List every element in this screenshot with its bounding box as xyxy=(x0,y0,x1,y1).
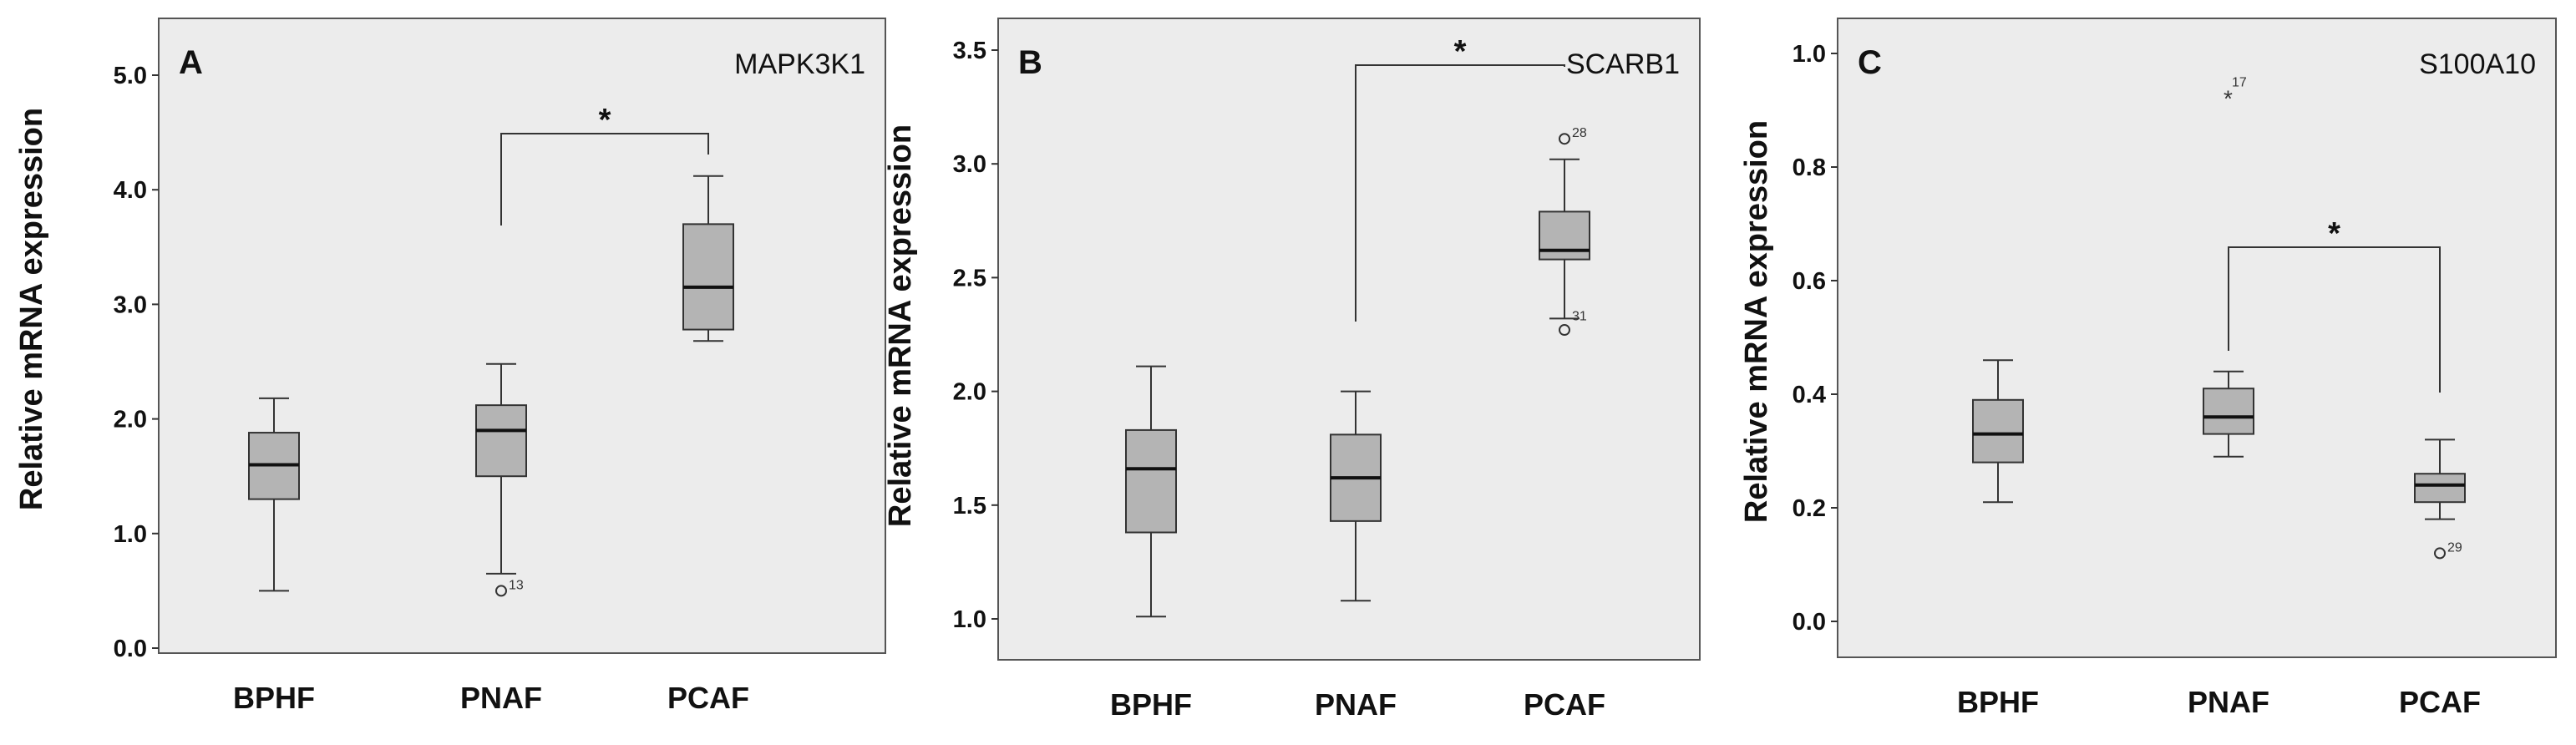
y-axis-title: Relative mRNA expression xyxy=(883,124,918,527)
significance-bracket xyxy=(1355,64,1565,322)
y-tick-label: 0.0 xyxy=(114,636,147,662)
outlier-label: 29 xyxy=(2447,540,2462,555)
iqr-box xyxy=(1972,398,2024,464)
outlier-point xyxy=(495,585,507,597)
plot-area xyxy=(158,18,886,654)
category-label: BPHF xyxy=(233,681,315,715)
outlier-point xyxy=(1559,324,1570,337)
plot-area xyxy=(1837,18,2557,658)
significance-star: * xyxy=(1454,34,1467,69)
outlier-label: 17 xyxy=(2232,76,2247,90)
y-tick-label: 2.5 xyxy=(953,265,986,291)
box-pnaf xyxy=(1330,390,1382,602)
y-tick-label: 4.0 xyxy=(114,177,147,204)
box-bphf xyxy=(1125,365,1177,618)
panel-letter: B xyxy=(1018,44,1042,81)
box-pcaf xyxy=(682,175,734,342)
category-label: PCAF xyxy=(2399,685,2481,719)
y-axis-title: Relative mRNA expression xyxy=(1739,120,1774,523)
y-tick-label: 2.0 xyxy=(114,407,147,433)
outlier-label: 28 xyxy=(1572,126,1587,140)
panel-a: 0.0 1.0 2.0 3.0 4.0 5.0 Relative mRNA expressi… xyxy=(14,18,886,715)
panel-letter: C xyxy=(1858,44,1882,81)
y-tick-label: 0.8 xyxy=(1793,155,1826,181)
category-label: PNAF xyxy=(2188,685,2269,719)
gene-label: MAPK3K1 xyxy=(734,48,865,80)
y-tick-label: 1.0 xyxy=(953,606,986,633)
y-tick-label: 3.5 xyxy=(953,38,986,64)
category-label: PCAF xyxy=(1524,687,1605,722)
iqr-box xyxy=(1539,210,1590,261)
significance-star: * xyxy=(599,103,611,138)
y-tick-label: 1.0 xyxy=(1793,41,1826,68)
whisker-label: 31 xyxy=(1572,309,1587,323)
iqr-box xyxy=(2203,388,2254,435)
gene-label: S100A10 xyxy=(2419,48,2536,80)
box-bphf xyxy=(1972,359,2024,504)
box-pnaf xyxy=(2203,370,2254,458)
gene-label: SCARB1 xyxy=(1566,48,1680,80)
category-label: BPHF xyxy=(1957,685,2039,719)
iqr-box xyxy=(682,223,734,331)
y-tick-label: 3.0 xyxy=(953,151,986,178)
panel-letter: A xyxy=(179,44,203,81)
category-label: BPHF xyxy=(1110,687,1192,722)
box-pnaf xyxy=(475,362,527,575)
outlier-label: 13 xyxy=(509,578,524,592)
iqr-box xyxy=(1125,428,1177,534)
box-bphf xyxy=(248,397,300,592)
outlier-point xyxy=(1559,133,1570,145)
significance-bracket xyxy=(500,133,709,226)
category-label: PNAF xyxy=(460,681,542,715)
iqr-box xyxy=(2414,473,2466,504)
y-tick-label: 1.0 xyxy=(114,521,147,548)
y-axis-title: Relative mRNA expression xyxy=(14,108,49,510)
box-pcaf xyxy=(1539,158,1590,320)
y-tick-label: 1.5 xyxy=(953,493,986,519)
plot-area xyxy=(997,18,1701,661)
box-pcaf xyxy=(2414,438,2466,520)
outlier-star: * xyxy=(2224,86,2233,112)
y-tick-label: 0.6 xyxy=(1793,268,1826,295)
y-tick-label: 0.2 xyxy=(1793,495,1826,522)
category-label: PNAF xyxy=(1315,687,1397,722)
significance-star: * xyxy=(2328,216,2340,251)
category-label: PCAF xyxy=(667,681,749,715)
panel-c: 0.0 0.2 0.4 0.6 0.8 1.0 Relative mRNA expressi… xyxy=(1739,18,2557,719)
outlier-point xyxy=(2434,547,2446,560)
panel-b: 1.0 1.5 2.0 2.5 3.0 3.5 Relative mRNA expressi… xyxy=(883,18,1701,722)
iqr-box xyxy=(475,404,527,478)
y-tick-label: 0.4 xyxy=(1793,382,1826,408)
y-tick-label: 2.0 xyxy=(953,379,986,406)
y-tick-label: 0.0 xyxy=(1793,609,1826,636)
y-tick-label: 3.0 xyxy=(114,291,147,318)
y-tick-label: 5.0 xyxy=(114,63,147,89)
significance-bracket xyxy=(2228,246,2441,393)
